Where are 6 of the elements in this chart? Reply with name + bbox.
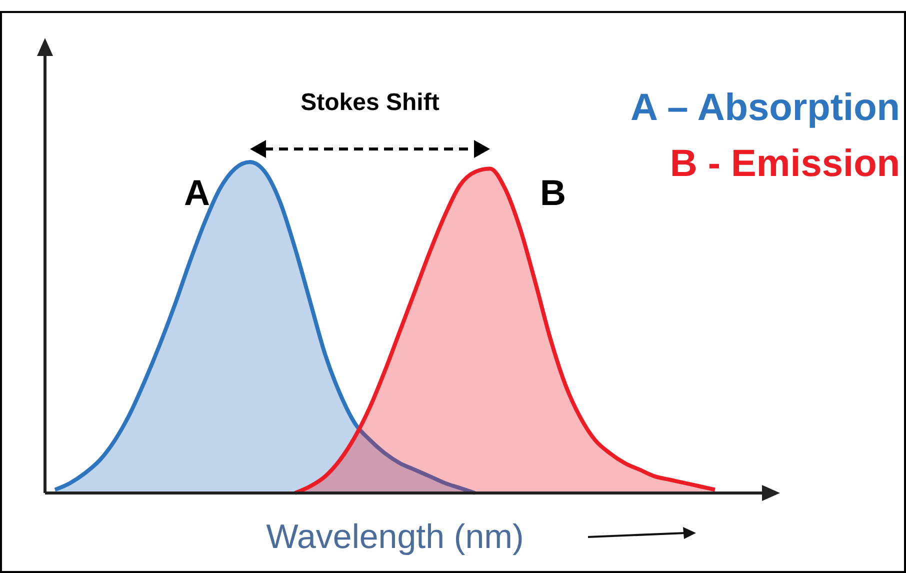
annotation: B xyxy=(540,172,566,213)
text: Stokes Shift xyxy=(300,89,440,116)
text: A – Absorption xyxy=(630,87,900,129)
text: B - Emission xyxy=(670,143,900,185)
annotation: A xyxy=(184,172,210,213)
x-axis-title: Wavelength (nm) xyxy=(266,518,524,556)
